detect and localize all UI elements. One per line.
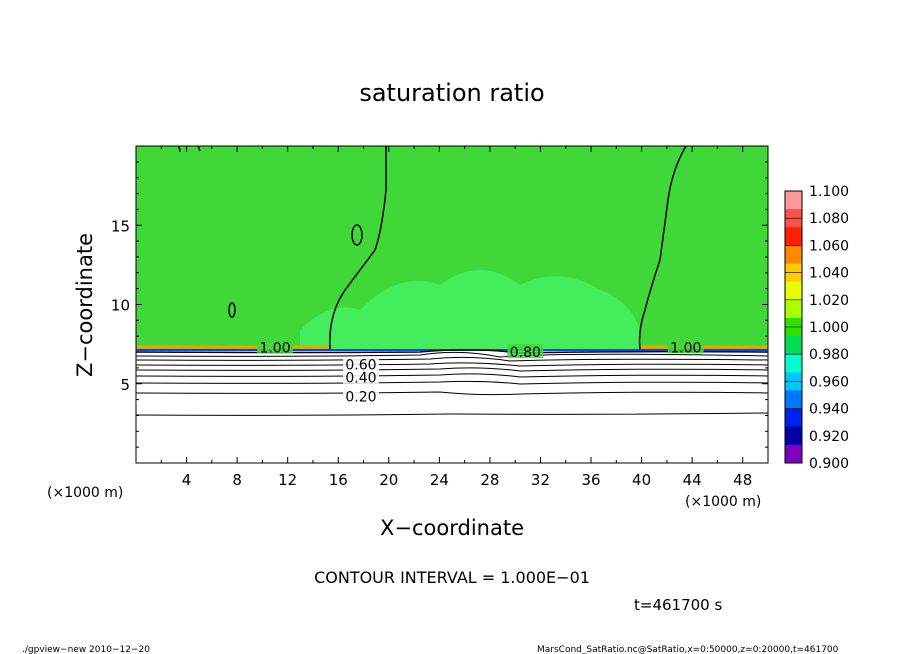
y-axis: 5 10 15 (111, 161, 768, 448)
colorbar-label: 1.100 (809, 184, 849, 200)
contour-label: 0.80 (510, 345, 541, 361)
contour-1-00-left (329, 146, 387, 350)
colorbar-swatch (785, 245, 802, 265)
colorbar-label: 0.940 (809, 402, 849, 418)
contour-line-0-40 (136, 373, 768, 378)
contour-label-bg (342, 356, 379, 371)
colorbar-swatch (785, 444, 802, 464)
contour-label: 0.40 (345, 370, 376, 386)
y-axis-label: Z−coordinate (73, 233, 97, 377)
x-tick-label: 32 (531, 471, 550, 489)
x-axis-label: X−coordinate (380, 516, 524, 540)
contour-label-bg (507, 344, 544, 359)
contour-1-00-right (638, 146, 687, 350)
x-tick-label: 28 (480, 471, 499, 489)
y-tick-label: 5 (120, 376, 130, 394)
contour-label-bg (342, 388, 379, 403)
contour-island (351, 224, 363, 246)
contour-label-bg (257, 339, 294, 354)
colorbar-label: 0.900 (809, 456, 849, 472)
x-tick-label: 8 (232, 471, 242, 489)
x-tick-label: 48 (733, 471, 752, 489)
contour-label-bg (342, 369, 379, 384)
time-stamp: t=461700 s (634, 596, 722, 614)
x-unit-left: (×1000 m) (47, 485, 123, 501)
contour-line-0-20 (136, 391, 768, 396)
colorbar-label: 1.000 (809, 320, 849, 336)
x-unit-right: (×1000 m) (685, 494, 761, 510)
contour-label: 0.20 (345, 389, 376, 405)
contour-interval: CONTOUR INTERVAL = 1.000E−01 (314, 568, 590, 587)
colorbar-swatch (785, 390, 802, 410)
x-tick-label: 20 (379, 471, 398, 489)
contour-island (228, 302, 236, 318)
contour-line (136, 380, 768, 385)
contour-line-0-60 (136, 362, 768, 367)
x-tick-label: 40 (632, 471, 651, 489)
x-tick-label: 24 (430, 471, 449, 489)
contour-line (136, 356, 768, 362)
colorbar-swatch (785, 191, 802, 210)
contour-labels: 1.00 0.80 1.000.600.400.20 (257, 339, 704, 405)
colorbar-label: 1.060 (809, 238, 849, 254)
contour-label: 1.00 (670, 340, 701, 356)
contour-label-bg (667, 339, 704, 354)
colorbar-label: 1.040 (809, 266, 849, 282)
contour-tick (178, 146, 201, 153)
colorbar-label: 0.960 (809, 374, 849, 390)
colorbar-swatch (785, 354, 802, 373)
x-tick-label: 12 (278, 471, 297, 489)
colorbar: 1.100 1.080 1.060 1.040 1.020 1.000 0.980 0.960… (784, 184, 849, 472)
colorbar-swatch (785, 227, 802, 246)
colorbar-swatch (785, 336, 802, 355)
contour-line-0-80 (136, 351, 768, 358)
x-tick-label: 44 (683, 471, 702, 489)
colorbar-label: 0.920 (809, 429, 849, 445)
colorbar-label: 0.980 (809, 347, 849, 363)
footer-left: ./gpview−new 2010−12−20 (22, 645, 150, 654)
colorbar-label: 1.080 (809, 211, 849, 227)
contour-label: 1.00 (259, 340, 290, 356)
contour-line (136, 412, 768, 416)
colorbar-swatch (785, 299, 802, 319)
y-tick-label: 10 (111, 297, 130, 315)
y-tick-label: 15 (111, 217, 130, 235)
colorbar-label: 1.020 (809, 293, 849, 309)
x-tick-label: 4 (182, 471, 192, 489)
colorbar-swatch (785, 281, 802, 301)
cooler-band (300, 270, 640, 349)
x-axis: 4 8 12 16 20 24 28 32 36 40 44 48 (160, 146, 752, 489)
x-tick-label: 16 (329, 471, 348, 489)
chart-title: saturation ratio (359, 79, 544, 107)
contour-line (136, 367, 768, 372)
colorbar-swatch (785, 408, 802, 428)
footer-right: MarsCond_SatRatio.nc@SatRatio,x=0:50000,… (537, 645, 839, 654)
x-tick-label: 36 (581, 471, 600, 489)
plot-area (136, 146, 768, 463)
